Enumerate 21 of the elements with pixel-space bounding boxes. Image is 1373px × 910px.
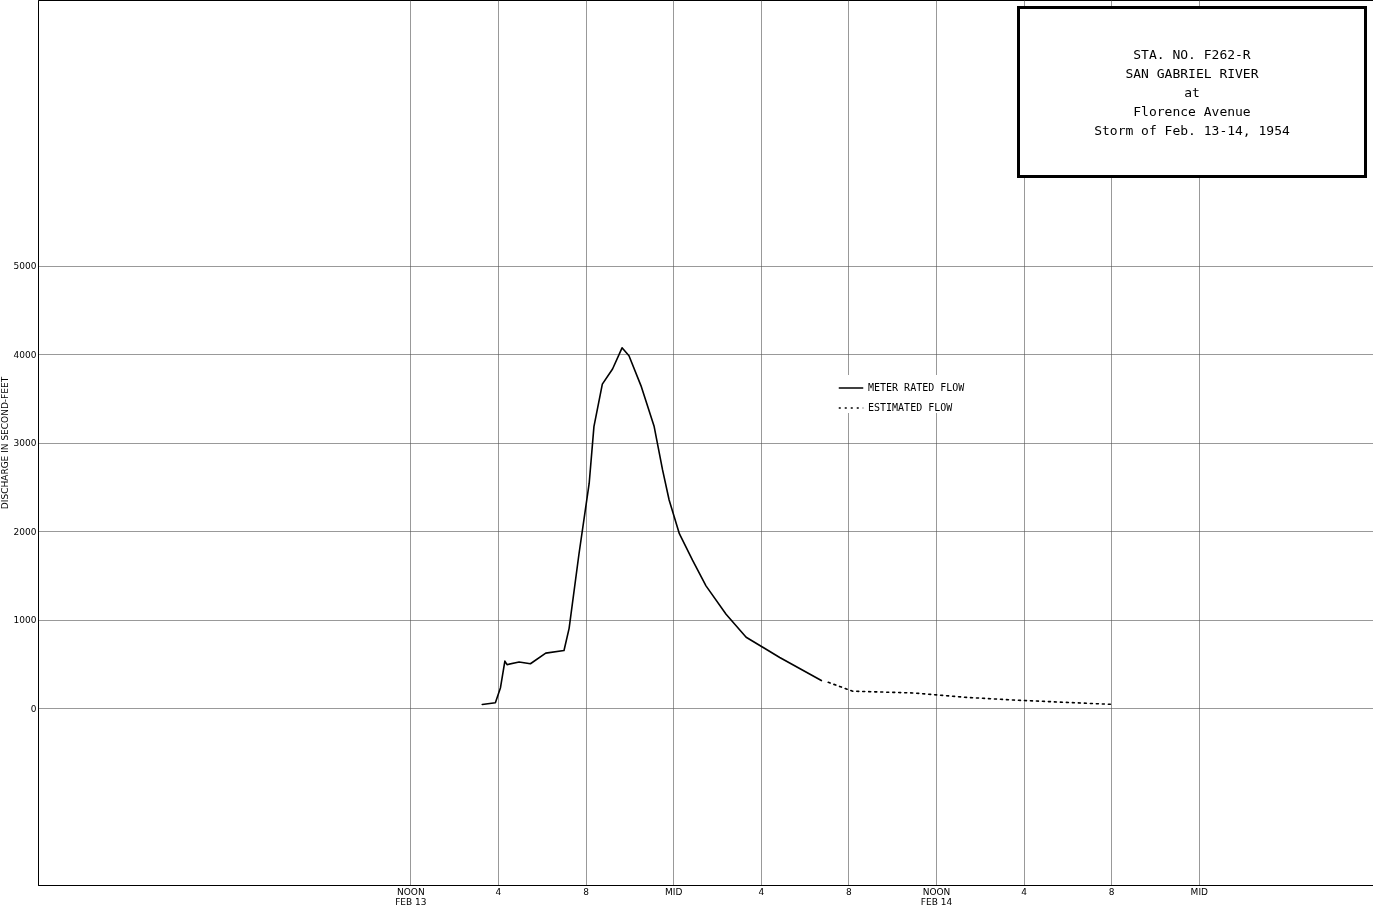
x-tick-label: MID [664, 886, 683, 897]
x-tick-label: 8 [1108, 886, 1115, 897]
x-tick-label: 4 [495, 886, 502, 897]
y-tick-label: 2000 [13, 526, 37, 537]
y-tick-label: 3000 [13, 438, 37, 448]
x-tick-label: NOON FEB 13 [395, 886, 427, 907]
y-tick-label: 5000 [13, 261, 37, 271]
x-tick-label: 8 [845, 886, 852, 897]
x-tick-label: MID [1190, 886, 1209, 897]
legend-label: ESTIMATED FLOW [868, 402, 954, 413]
x-tick-label: 8 [583, 886, 590, 897]
x-tick-label: 4 [1021, 886, 1028, 897]
y-tick-label: 0 [30, 703, 37, 714]
legend-label: METER RATED FLOW [868, 382, 966, 393]
y-axis-title: DISCHARGE IN SECOND-FEET [0, 376, 10, 510]
y-tick-label: 4000 [13, 349, 37, 360]
x-tick-label: NOON FEB 14 [920, 886, 953, 907]
y-tick-label: 1000 [13, 615, 37, 625]
title-frame: STA. NO. F262-R SAN GABRIEL RIVER at Florence Avenue Storm of Feb. 13-14, 1954 [1017, 6, 1367, 178]
x-tick-label: 4 [758, 886, 765, 897]
line-series [481, 347, 823, 706]
